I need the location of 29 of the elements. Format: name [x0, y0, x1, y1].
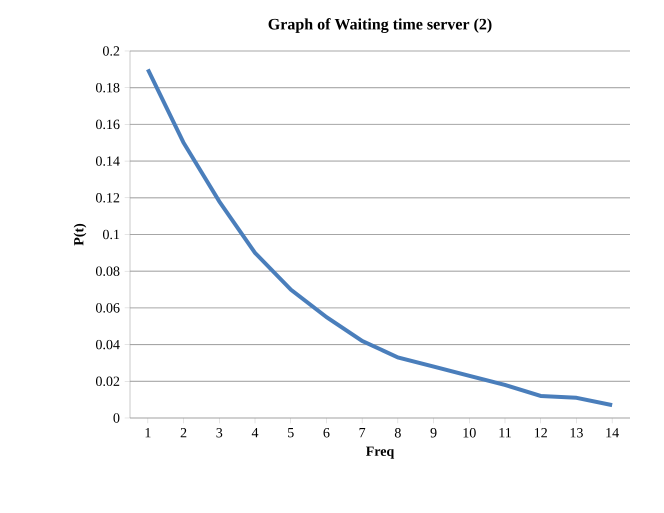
x-tick-label: 10 — [464, 428, 476, 438]
x-axis-title: Freq — [366, 446, 394, 459]
y-tick-label: 0.06 — [96, 303, 120, 313]
y-tick-label: 0.2 — [102, 46, 120, 56]
y-tick-label: 0.04 — [96, 340, 120, 350]
x-tick-label: 5 — [288, 428, 294, 438]
x-tick-label: 14 — [606, 428, 619, 438]
y-tick-label: 0.08 — [96, 266, 120, 276]
line-series — [146, 67, 614, 408]
x-tick-label: 4 — [252, 428, 258, 438]
x-tick-label: 2 — [180, 428, 186, 438]
y-axis-title: P(t) — [74, 224, 86, 246]
y-tick-label: 0.12 — [96, 193, 120, 203]
x-tick-label: 8 — [394, 428, 401, 438]
x-tick-label: 7 — [360, 428, 366, 438]
y-tick-label: 0.1 — [102, 230, 120, 240]
x-tick-label: 13 — [570, 428, 583, 438]
x-tick-label: 9 — [430, 428, 436, 438]
y-tick-label: 0 — [113, 413, 120, 423]
x-tick-label: 1 — [146, 428, 151, 438]
y-tick-label: 0.16 — [96, 120, 120, 130]
x-tick-label: 11 — [499, 428, 511, 438]
x-tick-label: 12 — [534, 428, 547, 438]
y-tick-label: 0.02 — [96, 376, 120, 386]
x-tick-label: 6 — [324, 428, 330, 438]
x-tick-label: 3 — [216, 428, 222, 438]
y-tick-label: 0.18 — [96, 82, 120, 92]
chart-title: Graph of Waiting time server (2) — [268, 18, 492, 33]
y-tick-label: 0.14 — [96, 156, 120, 166]
